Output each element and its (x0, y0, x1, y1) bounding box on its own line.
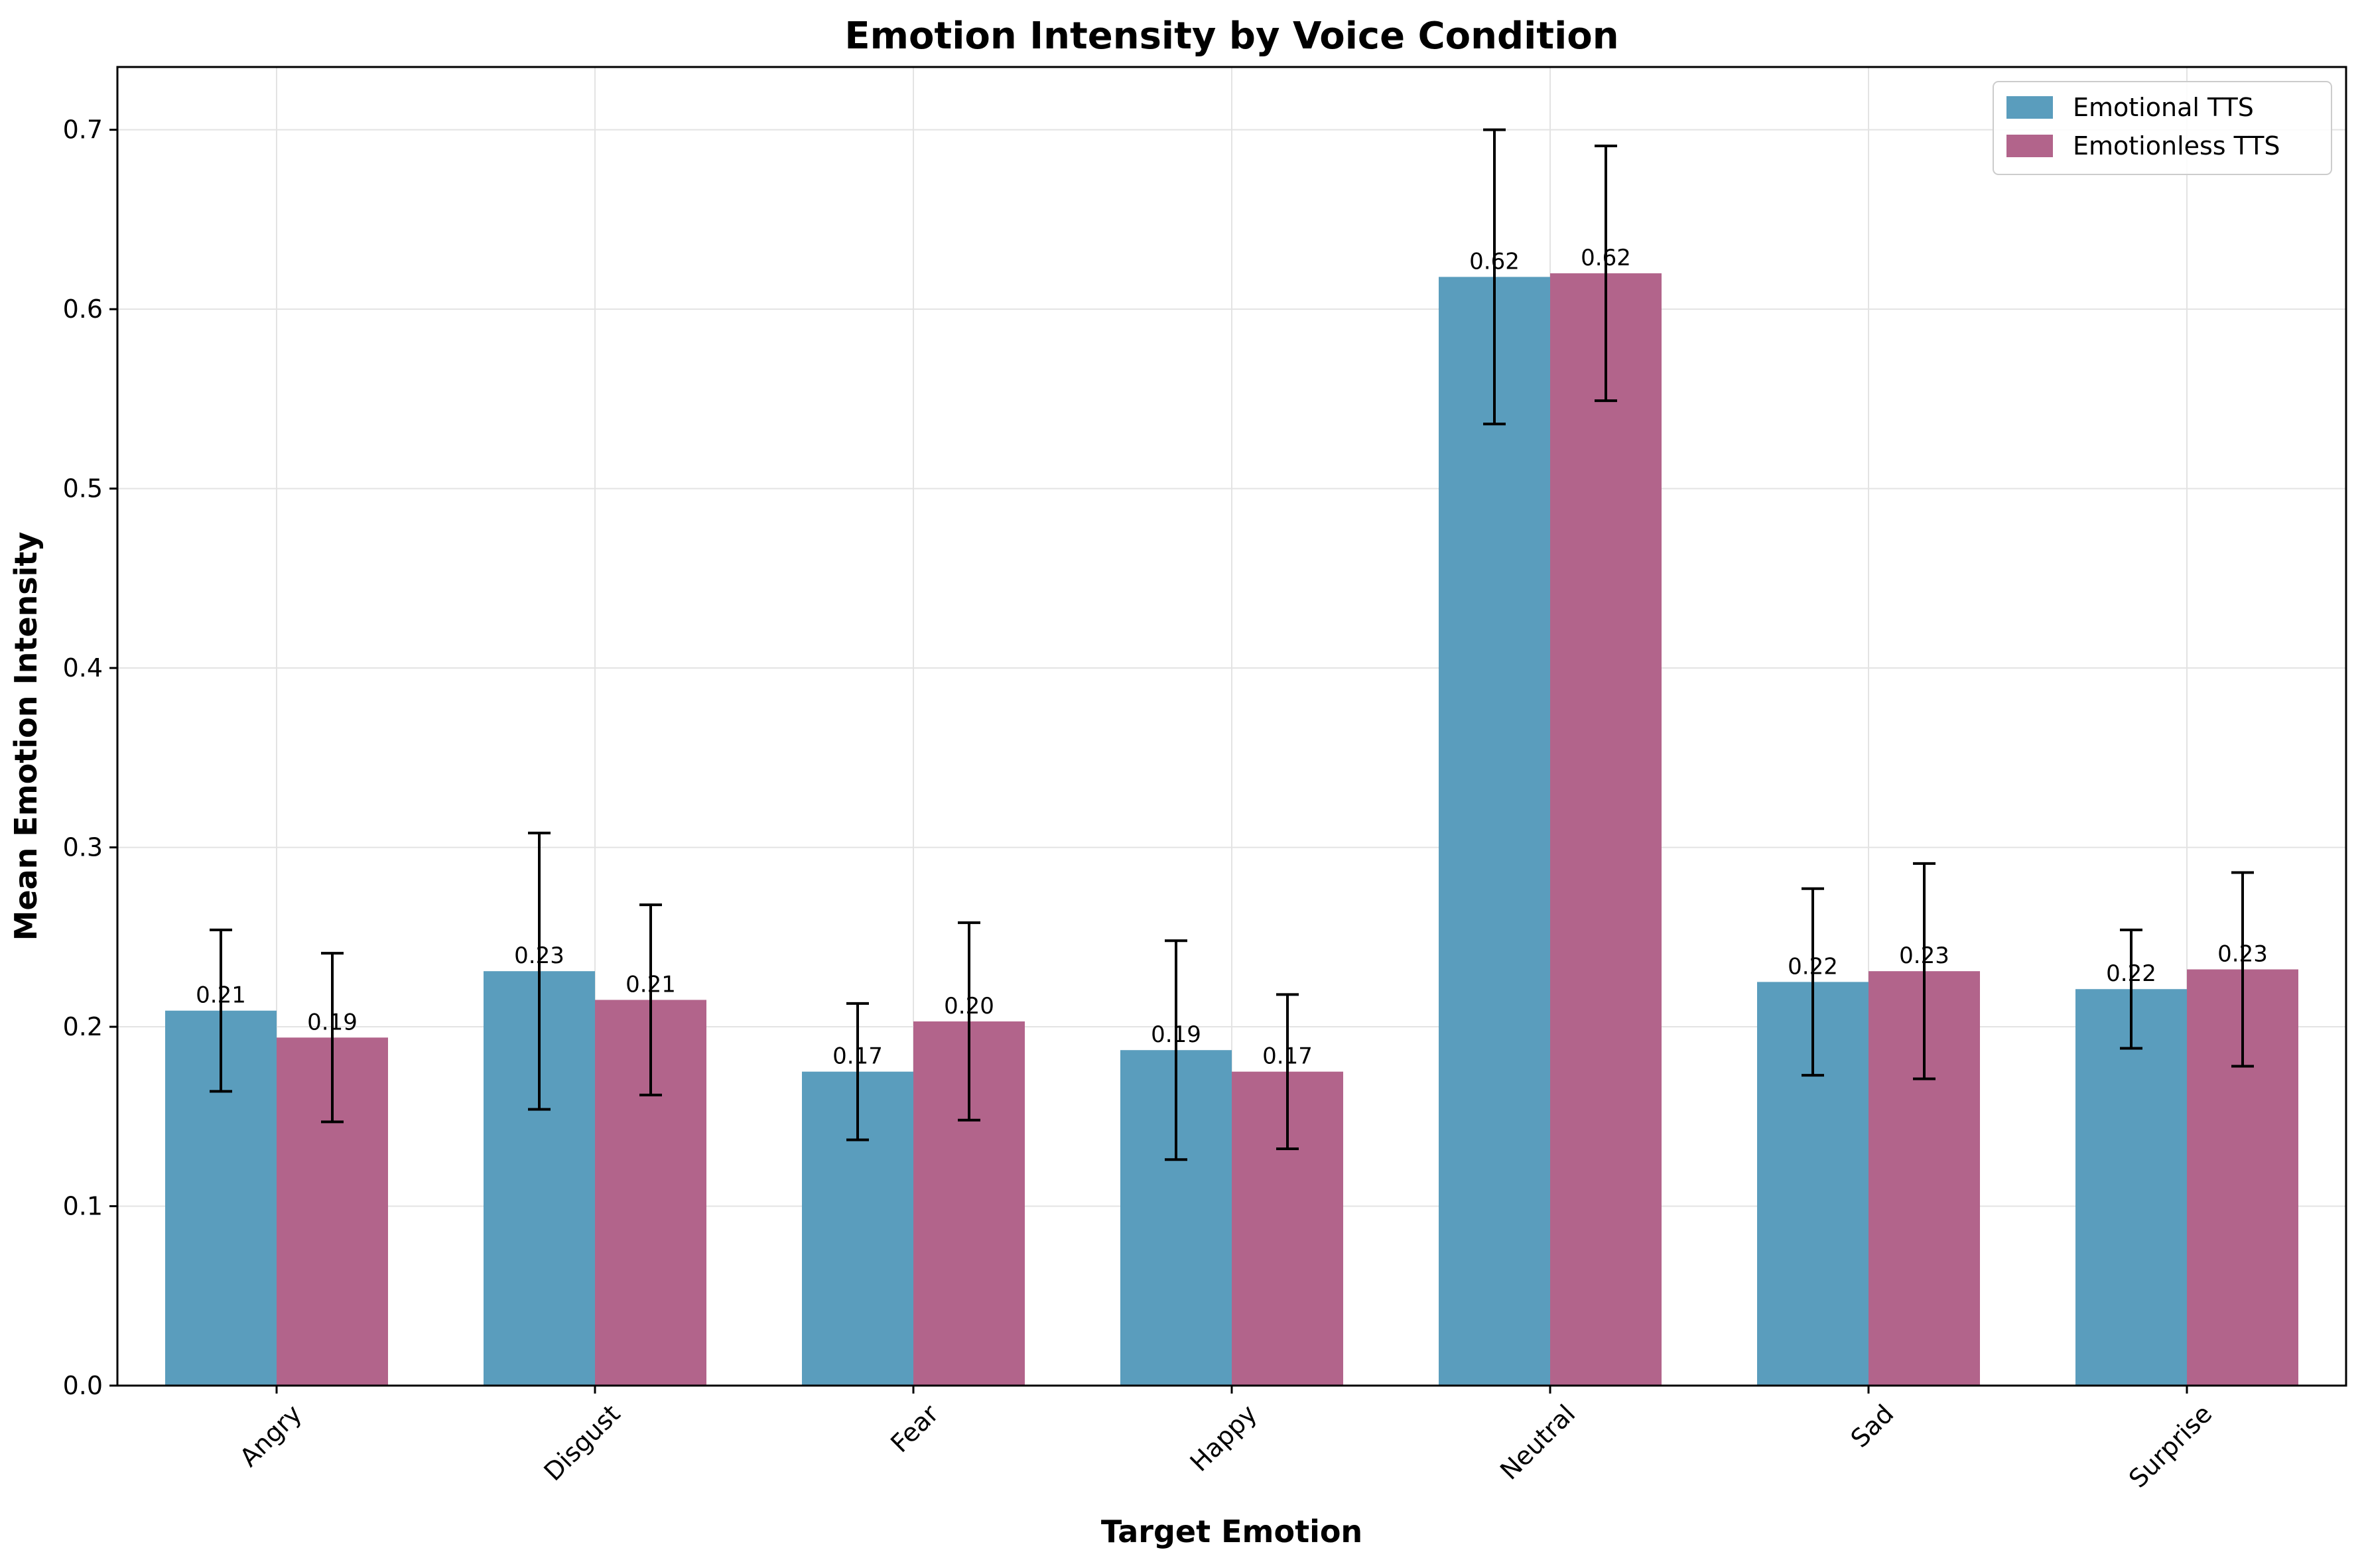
legend-swatch (2006, 135, 2053, 157)
bar-value-label: 0.62 (1469, 248, 1520, 275)
bar-value-label: 0.22 (2106, 960, 2156, 987)
legend-entry: Emotionless TTS (2073, 131, 2280, 161)
error-bars (210, 128, 2254, 1161)
legend-swatch (2006, 96, 2053, 119)
chart-title: Emotion Intensity by Voice Condition (844, 15, 1618, 58)
bar (2075, 989, 2187, 1386)
bar-value-label: 0.21 (196, 982, 246, 1009)
legend: Emotional TTS Emotionless TTS (1993, 81, 2332, 175)
bar (1550, 273, 1662, 1386)
y-tick-label: 0.7 (63, 115, 103, 145)
y-axis-label: Mean Emotion Intensity (8, 532, 44, 941)
bar (1439, 277, 1550, 1386)
y-tick-label: 0.3 (63, 833, 103, 862)
bars (165, 273, 2298, 1386)
y-tick-label: 0.4 (63, 653, 103, 683)
bar-value-label: 0.23 (2217, 941, 2268, 967)
y-tick-label: 0.0 (63, 1371, 103, 1400)
bar-value-label: 0.62 (1581, 245, 1631, 271)
y-tick-label: 0.5 (63, 474, 103, 503)
y-tick-label: 0.2 (63, 1012, 103, 1041)
bar-value-label: 0.17 (1262, 1043, 1313, 1070)
y-tick-label: 0.6 (63, 294, 103, 324)
y-axis: 0.0 0.1 0.2 0.3 0.4 0.5 0.6 0.7 (63, 115, 117, 1400)
bar-value-label: 0.19 (1151, 1021, 1201, 1048)
bar-value-label: 0.22 (1788, 953, 1838, 980)
bar-value-label: 0.17 (832, 1043, 883, 1070)
bar-value-label: 0.19 (307, 1009, 358, 1035)
bar-value-label: 0.23 (514, 943, 564, 969)
legend-box (1993, 81, 2332, 175)
x-axis-label: Target Emotion (1101, 1514, 1362, 1549)
data-labels: 0.21 0.23 0.17 0.19 0.62 0.22 0.22 0.19 0.21 0.20… (196, 245, 2268, 1070)
bar-value-label: 0.23 (1899, 943, 1949, 969)
legend-entry: Emotional TTS (2073, 93, 2254, 122)
y-tick-label: 0.1 (63, 1192, 103, 1221)
bar-value-label: 0.21 (625, 971, 676, 998)
bar-value-label: 0.20 (944, 993, 994, 1019)
